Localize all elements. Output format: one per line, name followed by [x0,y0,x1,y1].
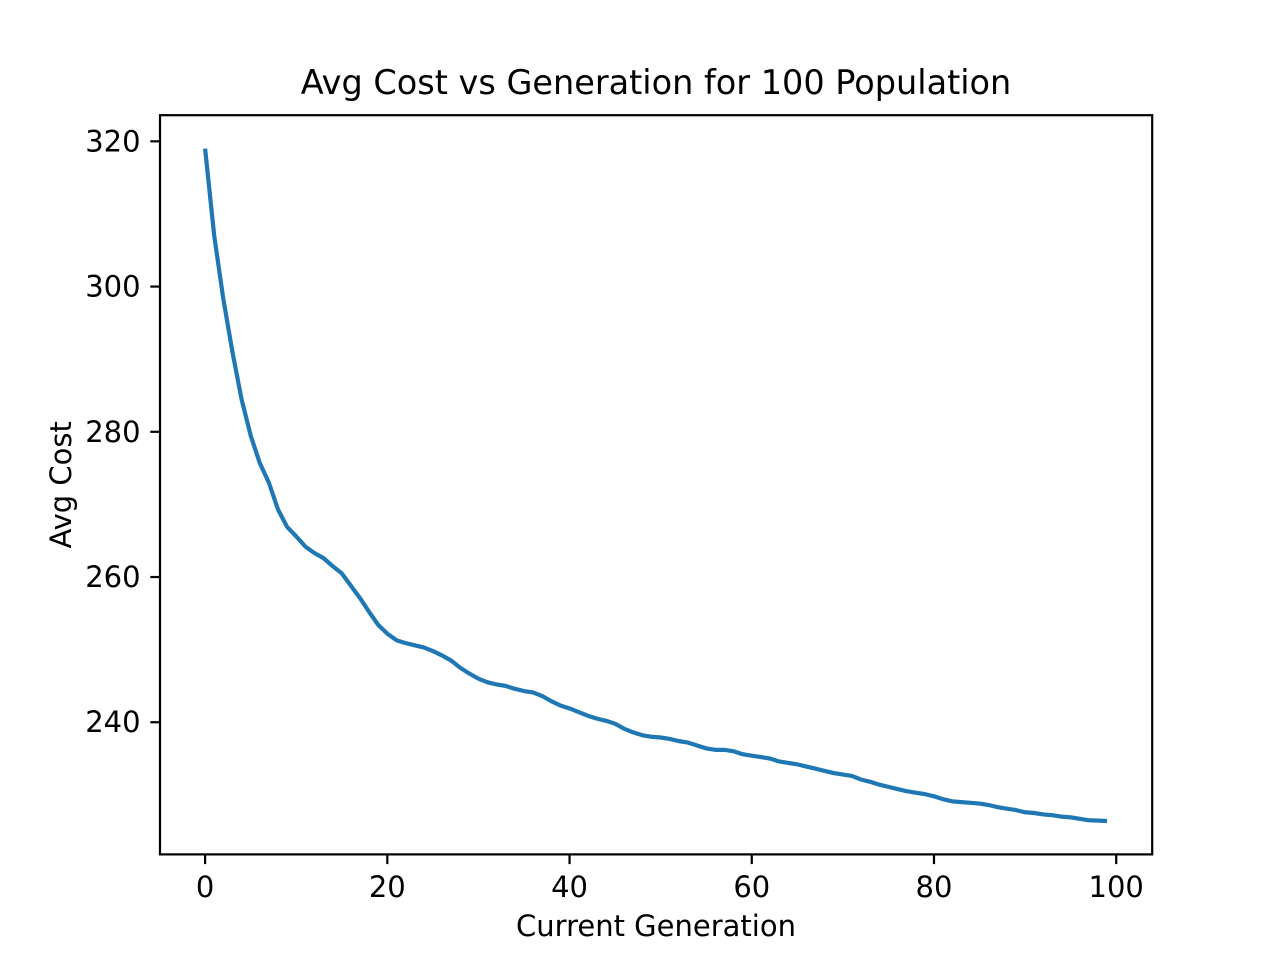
y-tick-label: 320 [85,124,140,158]
data-series [203,148,1108,824]
x-tick-label: 60 [733,870,770,904]
y-axis-label: Avg Cost [44,421,78,548]
x-axis-label: Current Generation [516,909,796,943]
x-axis-ticks: 0 20 40 60 80 100 [196,854,1144,904]
y-axis-ticks: 240 260 280 300 320 [85,124,160,739]
x-tick-label: 0 [196,870,214,904]
x-tick-label: 20 [369,870,406,904]
y-tick-label: 280 [85,415,140,449]
x-tick-label: 80 [916,870,953,904]
chart-title: Avg Cost vs Generation for 100 Populatio… [301,63,1012,102]
y-tick-label: 260 [85,560,140,594]
axes-spines [158,114,1154,856]
avg-cost-line [203,148,1108,824]
x-tick-label: 40 [551,870,588,904]
plot-area [160,115,1153,855]
x-tick-label: 100 [1089,870,1144,904]
y-tick-label: 240 [85,705,140,739]
y-tick-label: 300 [85,270,140,304]
